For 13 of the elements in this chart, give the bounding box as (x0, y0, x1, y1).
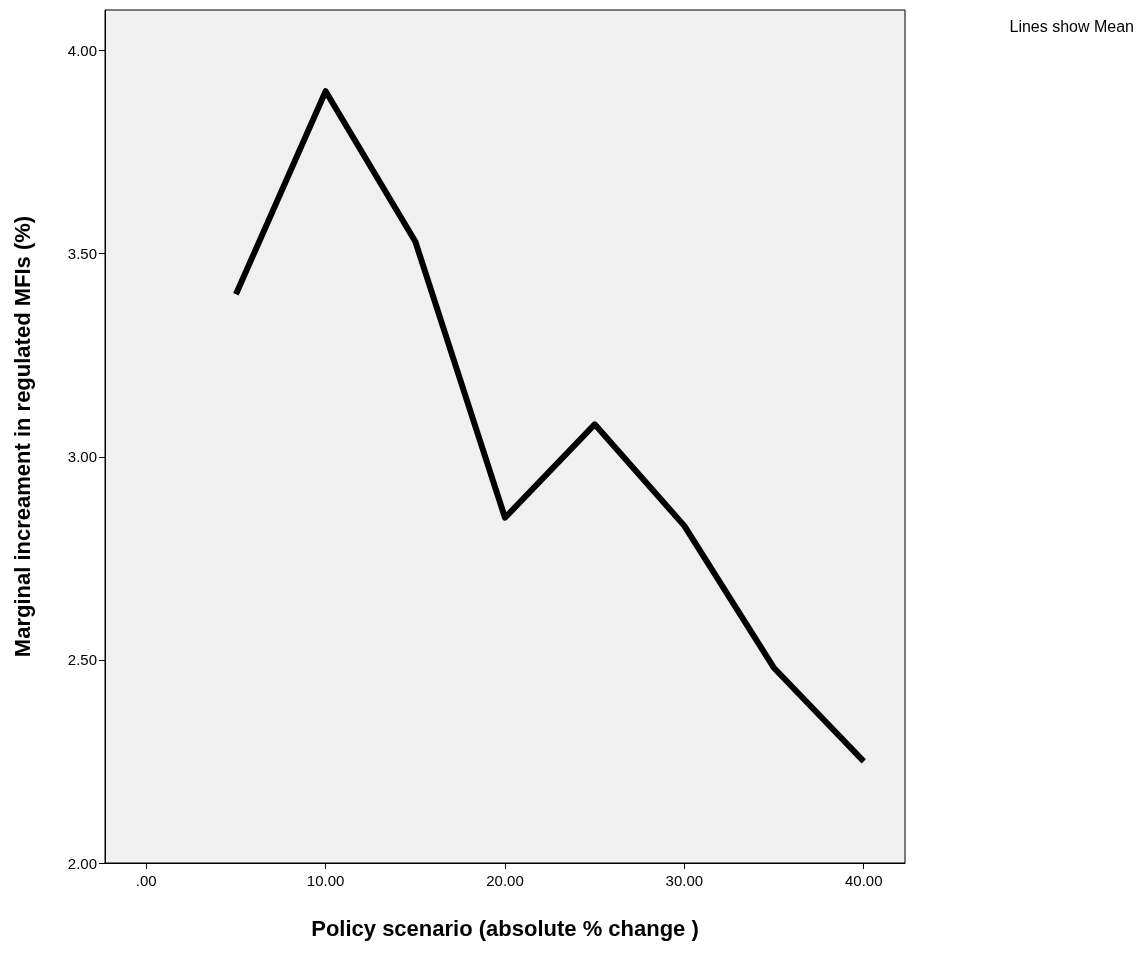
x-tick-label: 40.00 (844, 872, 883, 889)
text: Lines show Mean (1009, 17, 1134, 35)
x-axis-title: Policy scenario (absolute % change ) (311, 915, 699, 941)
y-tick-label: 4.00 (67, 42, 97, 60)
x-tick-label: 10.00 (306, 872, 345, 889)
y-tick-label: 2.50 (67, 651, 97, 669)
x-tick-label: .00 (135, 872, 157, 889)
y-axis-title: Marginal increament in regulated MFIs (%) (9, 215, 35, 658)
x-tick-label: 30.00 (665, 872, 704, 889)
y-tick-label: 3.00 (67, 448, 97, 466)
y-tick-label: 3.50 (67, 245, 97, 263)
x-tick-label: 20.00 (486, 872, 524, 889)
y-tick-label: 2.00 (67, 854, 97, 872)
